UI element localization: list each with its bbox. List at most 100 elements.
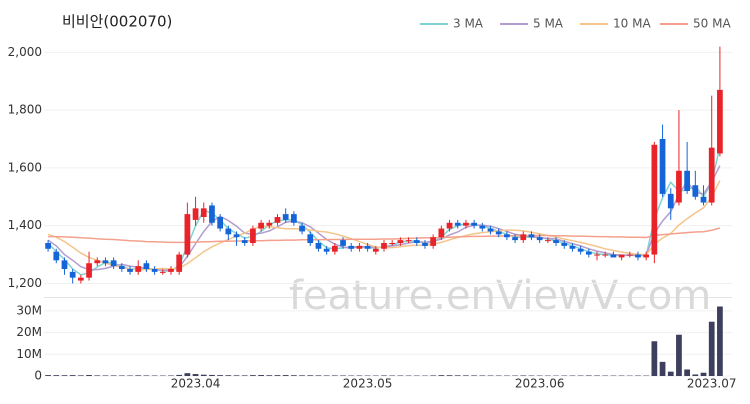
candle-body — [504, 234, 510, 237]
volume-bar — [266, 375, 272, 376]
candle-body — [53, 252, 59, 261]
candle-body — [389, 243, 395, 244]
candle-body — [668, 194, 674, 208]
candle-body — [234, 234, 240, 237]
candle-body — [545, 240, 551, 241]
candle-body — [86, 263, 92, 277]
candle-body — [94, 260, 100, 263]
volume-bar — [242, 375, 248, 376]
candle-body — [692, 185, 698, 197]
candle-body — [160, 272, 166, 273]
volume-bar — [668, 372, 674, 376]
volume-bar — [479, 375, 485, 376]
volume-bar — [471, 375, 477, 376]
candle-body — [119, 266, 125, 269]
candle-body — [529, 234, 535, 237]
candle-body — [643, 255, 649, 258]
volume-bar — [660, 362, 666, 376]
candle-body — [570, 246, 576, 249]
y-tick-label: 1,800 — [8, 103, 42, 117]
candle-body — [676, 171, 682, 203]
candle-body — [266, 223, 272, 226]
volume-bar — [94, 375, 100, 376]
volume-bar — [275, 375, 281, 376]
candle-body — [291, 214, 297, 223]
volume-bar — [324, 375, 330, 376]
watermark: feature.enViewV.com — [289, 273, 711, 319]
volume-bar — [62, 375, 68, 376]
candle-body — [553, 240, 559, 243]
volume-bar — [717, 307, 723, 376]
candle-body — [455, 223, 461, 226]
volume-bar — [684, 369, 690, 376]
volume-bar — [225, 375, 231, 376]
candle-body — [651, 145, 657, 255]
y-tick-label: 30M — [16, 303, 42, 317]
candle-body — [209, 205, 215, 222]
volume-bar — [676, 335, 682, 376]
volume-bar — [709, 322, 715, 376]
candle-body — [602, 255, 608, 256]
candle-body — [127, 269, 133, 272]
volume-bar — [70, 375, 76, 376]
candle-body — [398, 240, 404, 243]
candle-body — [438, 229, 444, 238]
candle-body — [414, 240, 420, 243]
volume-bar — [463, 375, 469, 376]
candle-body — [365, 246, 371, 249]
candle-body — [144, 263, 150, 269]
candle-body — [103, 260, 109, 263]
volume-bar — [651, 341, 657, 376]
volume-bar — [430, 375, 436, 376]
volume-bar — [455, 375, 461, 376]
volume-bar — [209, 375, 215, 376]
candle-body — [357, 246, 363, 249]
volume-bar — [692, 374, 698, 376]
y-tick-label: 2,000 — [8, 45, 42, 59]
volume-bar — [307, 375, 313, 376]
candle-body — [152, 269, 158, 272]
candle-body — [537, 237, 543, 240]
volume-bar — [299, 375, 305, 376]
candle-body — [201, 208, 207, 217]
candle-body — [250, 229, 256, 243]
chart-title: 비비안(002070) — [62, 13, 172, 31]
candle-body — [324, 249, 330, 252]
x-tick-label: 2023.06 — [515, 377, 565, 391]
volume-bar — [283, 375, 289, 376]
volume-bar — [438, 375, 444, 376]
candle-body — [635, 255, 641, 258]
candle-body — [578, 249, 584, 252]
volume-bar — [193, 374, 199, 376]
candle-body — [496, 231, 502, 234]
candle-body — [381, 243, 387, 249]
volume-bar — [701, 373, 707, 376]
volume-bar — [332, 375, 338, 376]
candle-body — [242, 240, 248, 243]
x-tick-label: 2023.07 — [687, 377, 737, 391]
legend-label: 5 MA — [533, 17, 564, 31]
candle-body — [217, 217, 223, 229]
y-tick-label: 20M — [16, 325, 42, 339]
volume-bar — [144, 375, 150, 376]
candle-body — [168, 269, 174, 272]
candle-body — [135, 266, 141, 272]
candle-body — [373, 249, 379, 252]
volume-bar — [86, 375, 92, 376]
volume-bar — [168, 375, 174, 376]
volume-bar — [520, 375, 526, 376]
candle-body — [471, 223, 477, 226]
candle-body — [299, 226, 305, 232]
y-tick-label: 1,600 — [8, 160, 42, 174]
candle-body — [422, 243, 428, 246]
legend-label: 3 MA — [453, 17, 484, 31]
candle-body — [430, 237, 436, 246]
volume-bar — [447, 375, 453, 376]
candle-body — [512, 237, 518, 240]
candle-body — [709, 148, 715, 203]
volume-bar — [250, 375, 256, 376]
candle-body — [488, 229, 494, 232]
volume-bar — [53, 375, 59, 376]
y-tick-label: 0 — [34, 369, 42, 383]
